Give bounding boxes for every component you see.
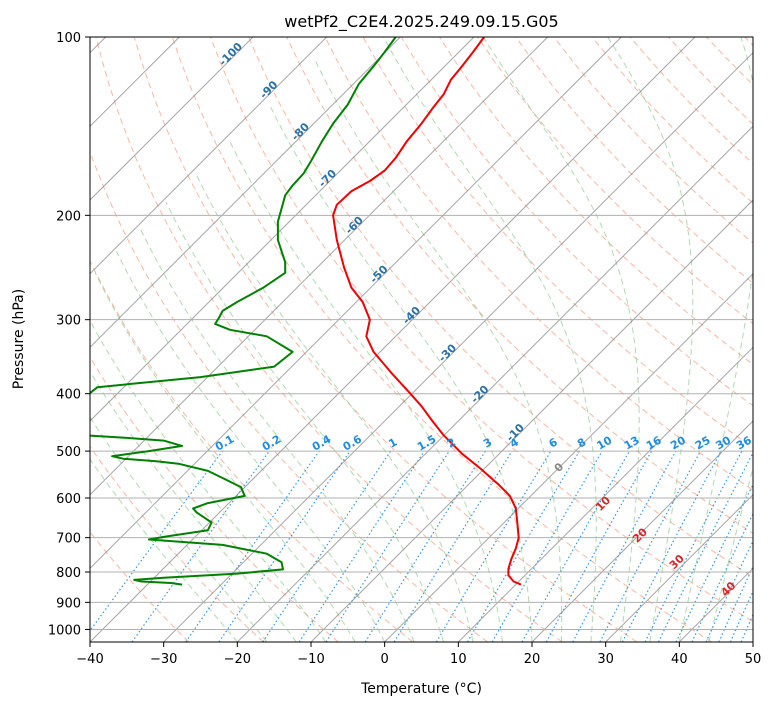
mixing-ratio-line	[298, 450, 425, 642]
y-axis: 100 200 300 400 500 600 700 800 900 1000	[48, 31, 90, 638]
y-tick-label: 800	[56, 566, 81, 581]
mixing-ratio-line	[131, 450, 270, 642]
dry-adiabat-line	[90, 259, 414, 642]
moist-adiabat-line	[482, 37, 640, 642]
isotherm-line	[310, 199, 753, 642]
mixing-ratio-line	[185, 450, 320, 642]
x-axis: −40 −30 −20 −10 0 10 20 30 40 50	[76, 642, 761, 667]
plot-frame	[89, 36, 754, 643]
dry-adiabat-line	[90, 356, 339, 642]
moist-adiabat-line	[708, 466, 753, 642]
moist-adiabat-line	[195, 173, 474, 642]
isotherm-line	[90, 37, 622, 570]
moist-adiabat-line	[90, 458, 238, 642]
dry-adiabat-line	[133, 37, 638, 642]
temperature-profile-line	[332, 37, 522, 586]
mixing-ratio-line	[393, 450, 513, 642]
isotherm-line	[531, 420, 753, 642]
isotherm-line	[90, 37, 328, 275]
x-tick-label: −40	[76, 652, 103, 667]
moist-adiabat-line	[383, 37, 597, 642]
isotherm-line	[384, 272, 753, 642]
isotherm-line	[90, 37, 401, 349]
y-tick-label: 700	[56, 532, 81, 547]
y-tick-label: 600	[56, 492, 81, 507]
isotherm-line	[90, 37, 254, 201]
y-axis-title: Pressure (hPa)	[11, 289, 27, 389]
isotherm-line	[90, 37, 475, 422]
x-tick-label: −30	[150, 652, 177, 667]
x-tick-label: 30	[597, 652, 614, 667]
moist-adiabat-line	[678, 37, 753, 642]
dry-adiabat-line	[210, 37, 753, 623]
chart-title: wetPf2_C2E4.2025.249.09.15.G05	[284, 12, 558, 32]
mixing-ratio-line	[644, 450, 743, 642]
moist-adiabat-line	[607, 37, 694, 642]
y-tick-label: 500	[56, 445, 81, 460]
dry-adiabat-line	[286, 37, 753, 534]
moist-adiabat-line	[315, 61, 563, 642]
isotherm-line	[90, 37, 549, 496]
y-tick-label: 1000	[48, 623, 81, 638]
dry-adiabat-line	[95, 37, 563, 642]
dewpoint-profile-line	[90, 37, 397, 586]
y-tick-label: 100	[56, 31, 81, 46]
mixing-ratio-line	[657, 451, 753, 642]
isotherm-line	[457, 346, 753, 642]
mixing-ratio-line	[545, 450, 653, 642]
x-axis-title: Temperature (°C)	[360, 681, 482, 697]
mixing-ratio-line	[325, 450, 450, 642]
x-tick-label: 40	[671, 652, 688, 667]
x-tick-label: −10	[297, 652, 324, 667]
moist-adiabat-line	[90, 416, 268, 642]
mixing-ratio-line	[218, 450, 351, 642]
y-tick-label: 200	[56, 209, 81, 224]
mixing-ratio-line	[90, 450, 223, 632]
moist-adiabat-line	[115, 251, 386, 642]
dry-adiabat-line	[90, 445, 264, 642]
dry-adiabat-line	[515, 37, 753, 284]
y-tick-label: 400	[56, 388, 81, 403]
profile-lines	[90, 37, 522, 586]
x-tick-label: 50	[745, 652, 762, 667]
mixing-ratio-line	[675, 483, 753, 642]
mixing-ratio-line	[262, 450, 392, 642]
x-tick-label: 10	[450, 652, 467, 667]
isotherm-line	[90, 37, 696, 642]
x-tick-label: 20	[524, 652, 541, 667]
y-tick-label: 900	[56, 596, 81, 611]
isotherm-line	[236, 125, 753, 642]
y-tick-label: 300	[56, 314, 81, 329]
dry-adiabat-line	[171, 37, 712, 642]
moist-adiabat-line	[139, 227, 415, 642]
x-tick-label: −20	[224, 652, 251, 667]
mixing-ratio-line	[572, 450, 677, 642]
mixing-ratio-line	[521, 450, 631, 642]
isotherm-line	[163, 51, 753, 642]
isotherm-line	[605, 493, 753, 642]
pressure-grid	[90, 37, 753, 630]
x-tick-label: 0	[381, 652, 389, 667]
moist-adiabat-line	[94, 272, 356, 642]
moist-adiabat-line	[165, 201, 445, 642]
dry-adiabat-line	[248, 37, 753, 578]
